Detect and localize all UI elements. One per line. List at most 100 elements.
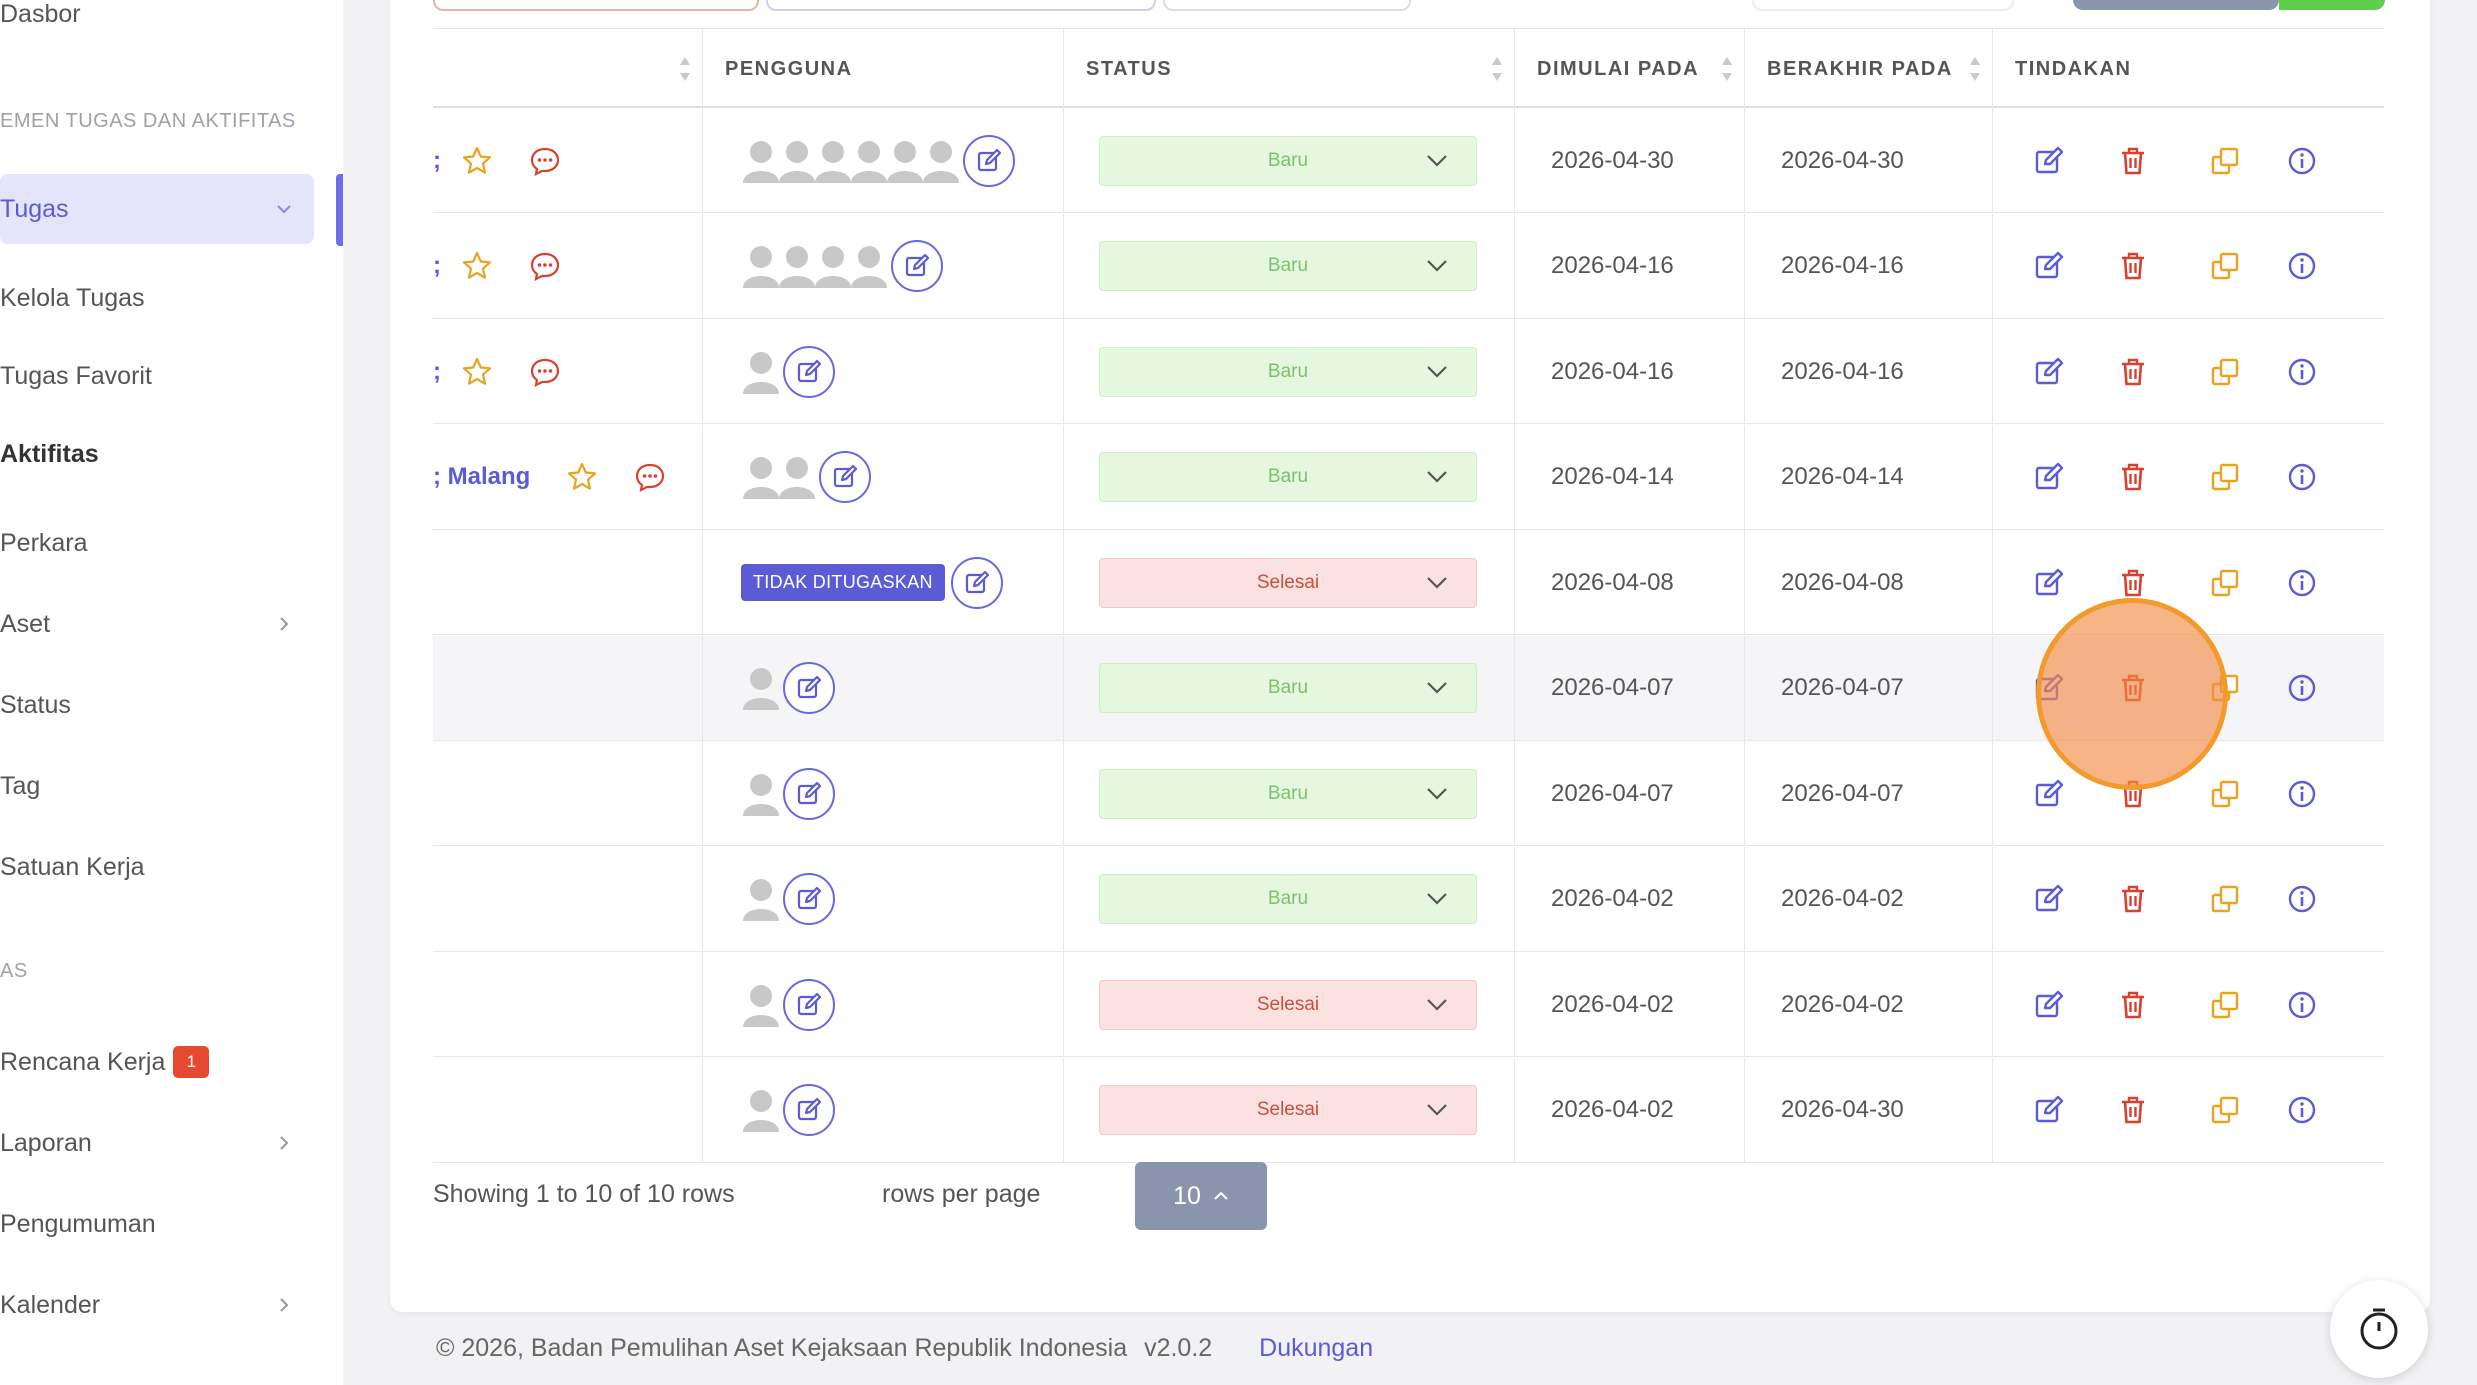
end-date: 2026-04-16 — [1781, 252, 1904, 279]
assign-user-button[interactable] — [783, 345, 835, 398]
assign-user-button[interactable] — [783, 767, 835, 820]
copy-icon[interactable] — [2210, 462, 2240, 492]
status-dropdown[interactable]: Baru — [1099, 874, 1477, 924]
column-header-status[interactable]: STATUS — [1064, 29, 1515, 109]
star-icon[interactable] — [461, 250, 493, 282]
sidebar-item-dasbor[interactable]: Dasbor — [0, 0, 314, 29]
trash-icon[interactable] — [2118, 884, 2148, 914]
edit-icon[interactable] — [2034, 568, 2064, 598]
sidebar-item-status[interactable]: Status — [0, 670, 314, 740]
toolbar-button[interactable] — [2073, 0, 2279, 10]
sidebar-item-laporan[interactable]: Laporan — [0, 1108, 314, 1178]
copy-icon[interactable] — [2210, 1095, 2240, 1125]
trash-icon[interactable] — [2118, 990, 2148, 1020]
assign-user-button[interactable] — [891, 240, 943, 292]
trash-icon[interactable] — [2118, 462, 2148, 492]
assign-user-button[interactable] — [963, 134, 1015, 187]
status-dropdown[interactable]: Selesai — [1099, 979, 1477, 1030]
info-icon[interactable] — [2287, 884, 2317, 914]
add-button[interactable] — [2279, 0, 2385, 10]
column-header-name[interactable] — [433, 29, 703, 109]
timer-button[interactable] — [2330, 1280, 2428, 1378]
status-dropdown[interactable]: Baru — [1099, 346, 1477, 397]
assign-user-button[interactable] — [783, 1084, 835, 1136]
edit-icon[interactable] — [2034, 462, 2064, 492]
assign-user-button[interactable] — [783, 662, 835, 714]
info-icon[interactable] — [2287, 568, 2317, 598]
sidebar-item-pengumuman[interactable]: Pengumuman — [0, 1189, 314, 1259]
assign-user-button[interactable] — [819, 451, 871, 503]
sidebar-item-tugas[interactable]: Tugas — [0, 174, 314, 244]
status-dropdown[interactable]: Selesai — [1099, 557, 1477, 608]
sidebar-item-satuan-kerja[interactable]: Satuan Kerja — [0, 832, 314, 902]
info-icon[interactable] — [2287, 990, 2317, 1020]
star-icon[interactable] — [461, 356, 493, 388]
info-icon[interactable] — [2287, 673, 2317, 703]
assign-user-button[interactable] — [950, 556, 1003, 609]
sidebar-item-kalender[interactable]: Kalender — [0, 1270, 314, 1340]
copy-icon[interactable] — [2210, 146, 2240, 176]
info-icon[interactable] — [2287, 251, 2317, 281]
task-name[interactable]: ; Malang — [433, 463, 531, 490]
copy-icon[interactable] — [2210, 884, 2240, 914]
info-icon[interactable] — [2287, 779, 2317, 809]
task-name-fragment[interactable]: ; — [433, 252, 441, 279]
trash-icon[interactable] — [2118, 251, 2148, 281]
trash-icon[interactable] — [2118, 146, 2148, 176]
filter-tab[interactable] — [433, 0, 759, 11]
comment-icon[interactable] — [529, 356, 561, 388]
status-dropdown[interactable]: Baru — [1099, 663, 1477, 713]
sidebar-item-tugas-favorit[interactable]: Tugas Favorit — [0, 341, 314, 411]
sidebar-item-tag[interactable]: Tag — [0, 751, 314, 821]
status-dropdown[interactable]: Baru — [1099, 241, 1477, 291]
edit-icon[interactable] — [2034, 990, 2064, 1020]
info-icon[interactable] — [2287, 357, 2317, 387]
sidebar-item-kelola-tugas[interactable]: Kelola Tugas — [0, 263, 314, 333]
edit-icon[interactable] — [2034, 146, 2064, 176]
page-size-dropdown[interactable]: 10 — [1135, 1162, 1267, 1230]
sidebar-item-label: Tugas — [0, 194, 69, 223]
star-icon[interactable] — [566, 461, 598, 493]
info-icon[interactable] — [2287, 1095, 2317, 1125]
trash-icon[interactable] — [2118, 1095, 2148, 1125]
sidebar-item-rencana-kerja[interactable]: Rencana Kerja 1 — [0, 1027, 314, 1097]
status-dropdown[interactable]: Selesai — [1099, 1085, 1477, 1135]
edit-icon[interactable] — [2034, 884, 2064, 914]
edit-icon[interactable] — [2034, 357, 2064, 387]
info-icon[interactable] — [2287, 146, 2317, 176]
filter-tab[interactable] — [766, 0, 1156, 11]
info-icon[interactable] — [2287, 462, 2317, 492]
assign-user-button[interactable] — [783, 978, 835, 1031]
copy-icon[interactable] — [2210, 568, 2240, 598]
filter-tab[interactable] — [1163, 0, 1411, 11]
table-row: TIDAK DITUGASKAN Selesai 2026-04-08 2026-04… — [433, 530, 2384, 635]
comment-icon[interactable] — [529, 250, 561, 282]
edit-icon[interactable] — [2034, 251, 2064, 281]
column-header-berakhir[interactable]: BERAKHIR PADA — [1745, 29, 1993, 109]
support-link[interactable]: Dukungan — [1259, 1334, 1374, 1362]
column-header-dimulai[interactable]: DIMULAI PADA — [1515, 29, 1745, 109]
sidebar-item-aset[interactable]: Aset — [0, 589, 314, 659]
status-dropdown[interactable]: Baru — [1099, 452, 1477, 502]
sidebar-item-perkara[interactable]: Perkara — [0, 508, 314, 578]
table-row: ; Baru 2026-04-16 2026-04-16 — [433, 319, 2384, 424]
trash-icon[interactable] — [2118, 357, 2148, 387]
star-icon[interactable] — [461, 145, 493, 177]
edit-icon[interactable] — [2034, 779, 2064, 809]
edit-icon[interactable] — [2034, 1095, 2064, 1125]
search-input[interactable] — [1752, 0, 2014, 11]
copy-icon[interactable] — [2210, 251, 2240, 281]
copy-icon[interactable] — [2210, 990, 2240, 1020]
sidebar-item-aktifitas[interactable]: Aktifitas — [0, 419, 314, 489]
copy-icon[interactable] — [2210, 357, 2240, 387]
task-name-fragment[interactable]: ; — [433, 146, 441, 174]
status-dropdown[interactable]: Baru — [1099, 135, 1477, 186]
status-dropdown[interactable]: Baru — [1099, 768, 1477, 819]
assign-user-button[interactable] — [783, 873, 835, 925]
task-name-fragment[interactable]: ; — [433, 357, 441, 385]
comment-icon[interactable] — [634, 461, 666, 493]
copy-icon[interactable] — [2210, 779, 2240, 809]
comment-icon[interactable] — [529, 145, 561, 177]
trash-icon[interactable] — [2118, 568, 2148, 598]
start-date: 2026-04-07 — [1551, 779, 1674, 807]
